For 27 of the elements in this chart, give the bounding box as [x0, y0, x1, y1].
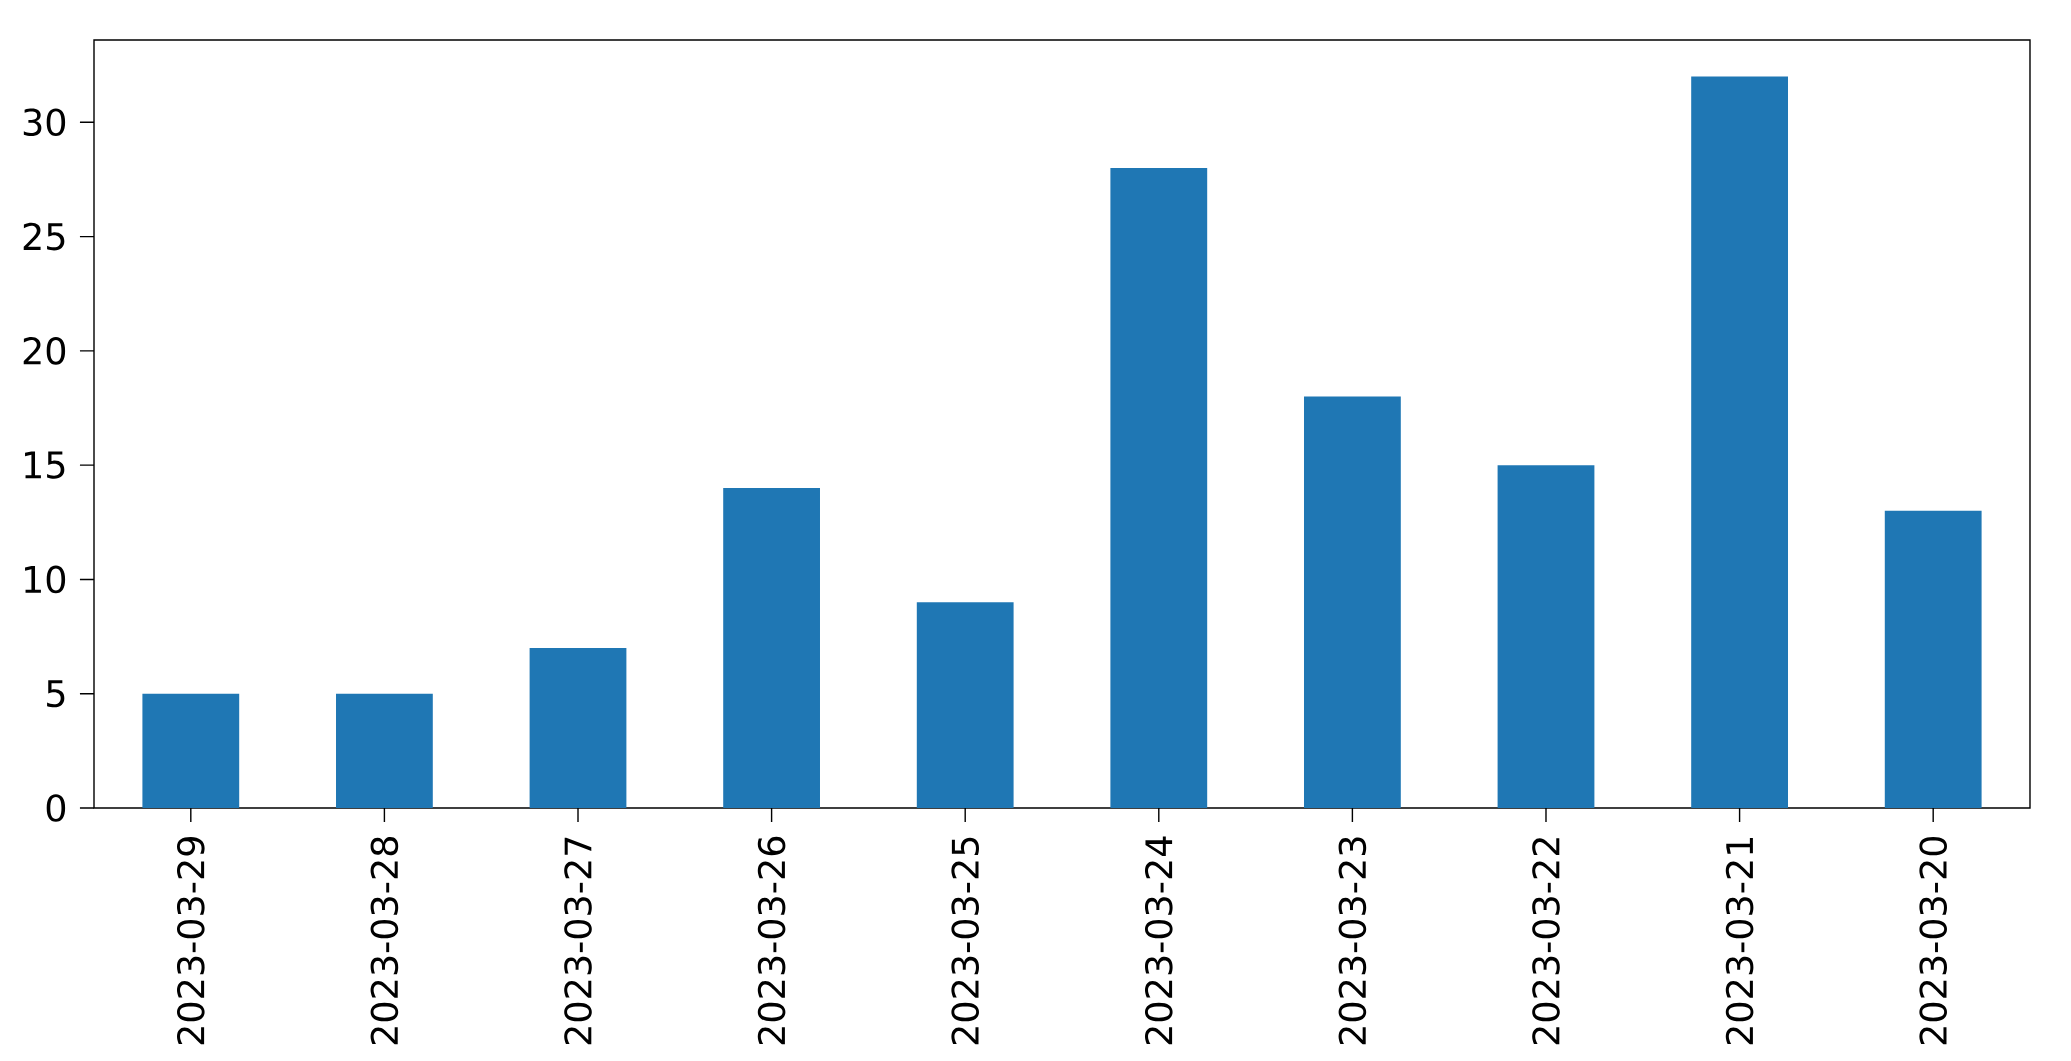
y-tick-label: 0	[46, 794, 66, 822]
x-tick-label: 2023-03-22	[1532, 838, 1560, 1045]
y-tick-label: 15	[25, 451, 65, 479]
y-tick-label: 20	[23, 337, 66, 365]
x-tick-label: 2023-03-20	[1919, 836, 1947, 1045]
y-tick-label: 10	[25, 565, 66, 594]
bar	[1304, 396, 1401, 808]
bar	[142, 693, 240, 808]
bar	[1497, 465, 1595, 808]
bar	[529, 648, 627, 808]
x-tick-label: 2023-03-25	[951, 837, 979, 1045]
y-tick-label: 30	[23, 108, 66, 137]
x-tick-label: 2023-03-27	[564, 837, 592, 1045]
x-tick-label: 2023-03-24	[1144, 836, 1173, 1045]
y-tick-label: 25	[23, 222, 65, 251]
y-tick-label: 5	[47, 680, 65, 708]
bar	[723, 488, 820, 808]
bar	[916, 602, 1014, 808]
bar	[1884, 510, 1982, 808]
bar	[1691, 76, 1788, 808]
x-tick-label: 2023-03-26	[757, 836, 786, 1045]
x-tick-label: 2023-03-21	[1725, 837, 1754, 1045]
bar	[336, 693, 433, 808]
x-tick-label: 2023-03-28	[370, 837, 399, 1045]
x-tick-label: 2023-03-29	[176, 837, 205, 1045]
x-tick-label: 2023-03-23	[1338, 837, 1367, 1045]
bar	[1110, 168, 1208, 808]
